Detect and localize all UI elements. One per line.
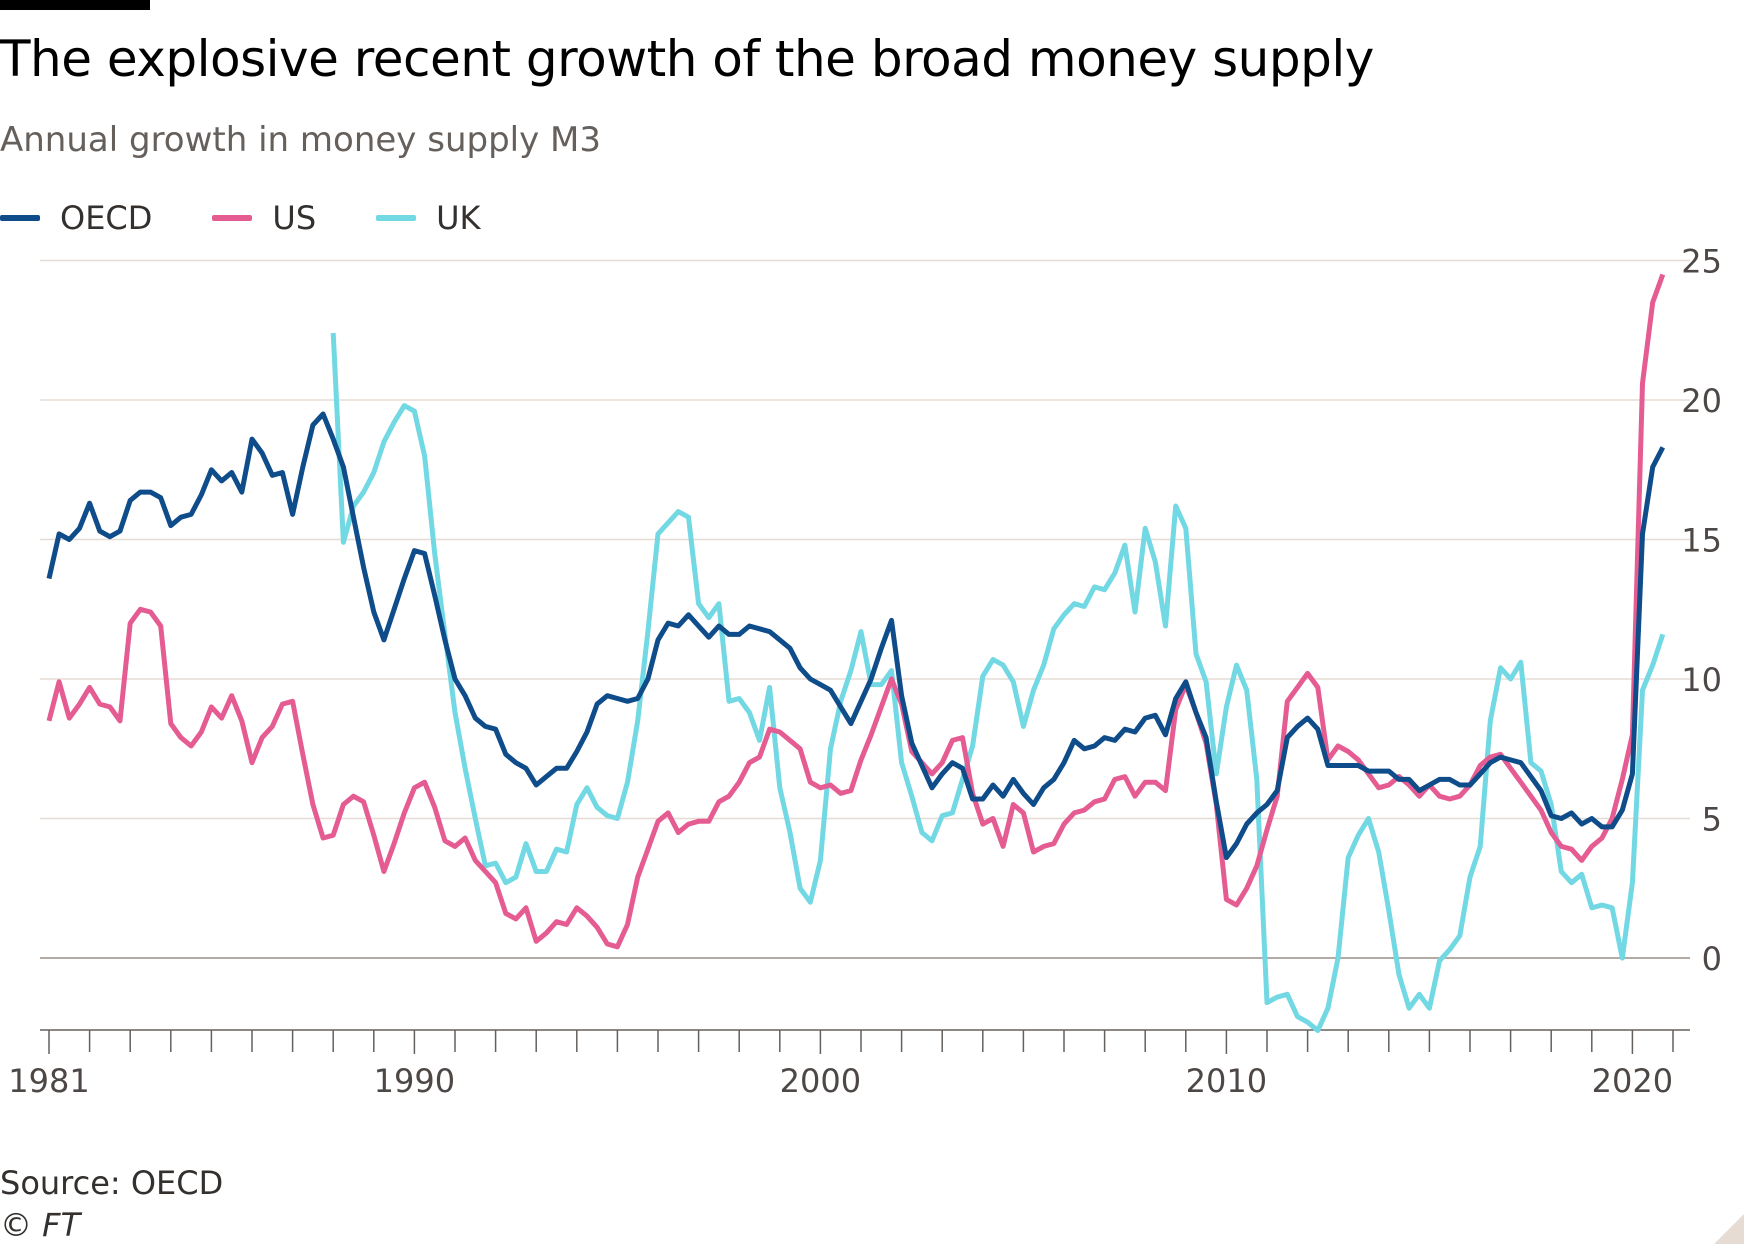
line-chart: 0 5 10 15 20 25 1981 1990 2000 2010 2020 — [8, 243, 1722, 1101]
x-tick-label-2000: 2000 — [780, 1062, 861, 1100]
y-tick-label-25: 25 — [1681, 243, 1722, 281]
x-tick-label-2010: 2010 — [1186, 1062, 1267, 1100]
copyright-note: © FT — [0, 1206, 81, 1244]
x-tick-label-1981: 1981 — [8, 1062, 89, 1100]
x-tick-label-2020: 2020 — [1592, 1062, 1673, 1100]
chart-subtitle: Annual growth in money supply M3 — [0, 120, 601, 160]
legend-swatch-oecd — [0, 215, 40, 221]
series-line-uk — [330, 332, 1666, 1033]
chart-legend: OECD US UK — [0, 196, 541, 240]
legend-item-oecd: OECD — [0, 199, 152, 237]
y-tick-label-5: 5 — [1702, 801, 1722, 839]
corner-fold-mark — [1714, 1214, 1744, 1244]
brand-bar — [0, 0, 150, 10]
x-tick-label-1990: 1990 — [374, 1062, 455, 1100]
legend-item-us: US — [212, 199, 316, 237]
y-tick-label-15: 15 — [1681, 522, 1722, 560]
legend-label-uk: UK — [436, 199, 481, 237]
chart-title: The explosive recent growth of the broad… — [0, 30, 1374, 88]
legend-label-oecd: OECD — [60, 199, 153, 237]
legend-swatch-us — [212, 215, 253, 221]
legend-label-us: US — [272, 199, 317, 237]
series-line-us — [46, 273, 1666, 950]
series-line-oecd — [46, 411, 1666, 861]
y-tick-label-10: 10 — [1681, 661, 1722, 699]
legend-item-uk: UK — [376, 199, 481, 237]
legend-swatch-uk — [376, 215, 417, 221]
y-tick-label-0: 0 — [1702, 940, 1722, 978]
source-note: Source: OECD — [0, 1164, 224, 1202]
y-tick-label-20: 20 — [1681, 382, 1722, 420]
